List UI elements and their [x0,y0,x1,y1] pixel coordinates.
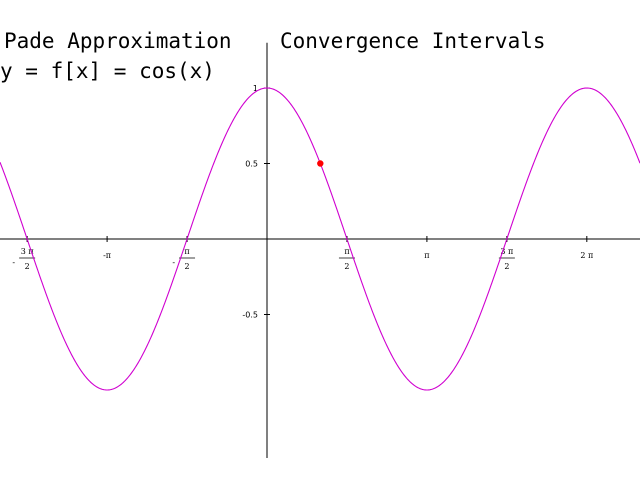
x-tick-label: -π [103,251,111,260]
x-tick-label: 2 π [580,251,593,260]
axes [0,42,640,458]
y-tick-label: 1 [253,84,258,93]
highlight-point [317,160,324,167]
function-label: y = f[x] = cos(x) [0,59,215,83]
x-tick-numerator: 3 π [21,247,34,256]
chart-subtitle: Convergence Intervals [280,29,546,53]
x-tick-denominator: 2 [184,262,189,271]
x-tick-denominator: 2 [25,262,30,271]
x-tick-sign: - [172,258,175,267]
x-tick-label: π [424,251,429,260]
x-tick-numerator: 3 π [500,247,513,256]
chart-title: Pade Approximation [4,29,232,53]
x-tick-numerator: π [184,247,189,256]
x-tick-numerator: π [344,247,349,256]
x-tick-denominator: 2 [504,262,509,271]
x-tick-sign: - [12,258,15,267]
y-tick-label: -0.5 [242,311,258,320]
x-tick-denominator: 2 [344,262,349,271]
y-tick-label: 0.5 [245,160,258,169]
y-ticks: 1 0.5 -0.5 [242,84,270,320]
